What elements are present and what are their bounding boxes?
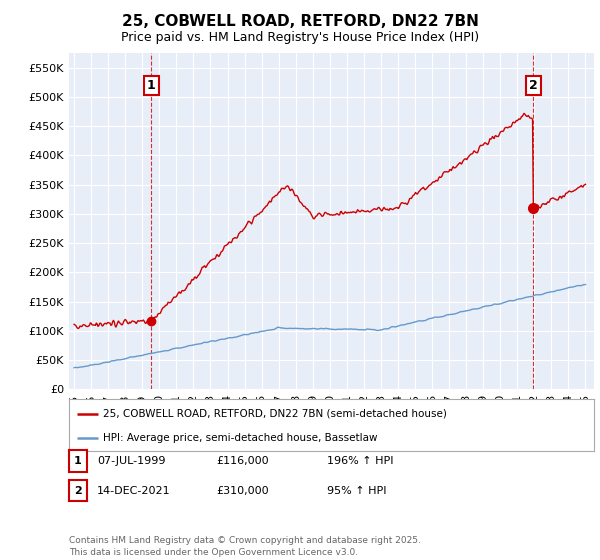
Text: 2: 2	[529, 79, 538, 92]
Text: 07-JUL-1999: 07-JUL-1999	[97, 456, 166, 466]
Text: 25, COBWELL ROAD, RETFORD, DN22 7BN (semi-detached house): 25, COBWELL ROAD, RETFORD, DN22 7BN (sem…	[103, 409, 447, 419]
Text: Contains HM Land Registry data © Crown copyright and database right 2025.
This d: Contains HM Land Registry data © Crown c…	[69, 536, 421, 557]
Text: 25, COBWELL ROAD, RETFORD, DN22 7BN: 25, COBWELL ROAD, RETFORD, DN22 7BN	[122, 14, 478, 29]
Text: 95% ↑ HPI: 95% ↑ HPI	[327, 486, 386, 496]
Text: Price paid vs. HM Land Registry's House Price Index (HPI): Price paid vs. HM Land Registry's House …	[121, 31, 479, 44]
Text: 14-DEC-2021: 14-DEC-2021	[97, 486, 171, 496]
Text: 1: 1	[147, 79, 155, 92]
Text: £310,000: £310,000	[216, 486, 269, 496]
Text: 1: 1	[74, 456, 82, 466]
Text: 2: 2	[74, 486, 82, 496]
Text: £116,000: £116,000	[216, 456, 269, 466]
Text: HPI: Average price, semi-detached house, Bassetlaw: HPI: Average price, semi-detached house,…	[103, 433, 377, 443]
Text: 196% ↑ HPI: 196% ↑ HPI	[327, 456, 394, 466]
